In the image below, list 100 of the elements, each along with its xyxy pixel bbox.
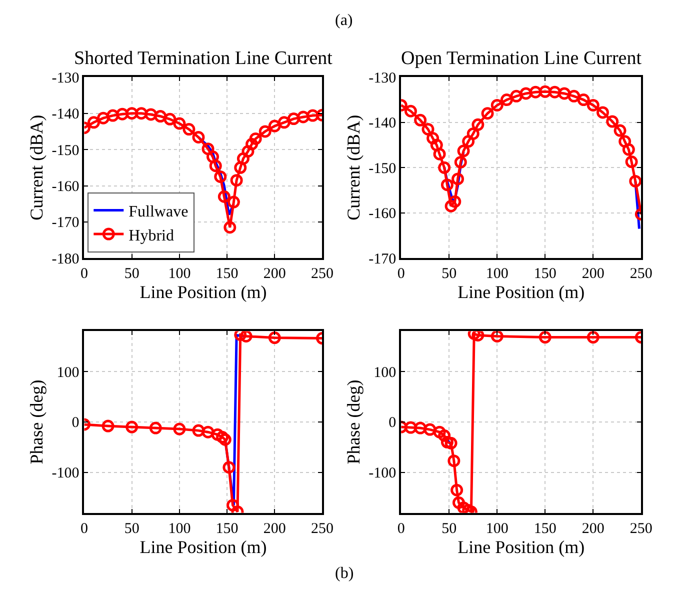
x-tick-label: 250: [310, 266, 334, 282]
point: [102, 420, 114, 432]
x-axis-title: Line Position (m): [140, 536, 267, 557]
x-tick-label: 50: [442, 520, 457, 537]
y-tick-label: -130: [52, 70, 80, 86]
point: [192, 424, 205, 437]
point: [568, 90, 580, 102]
point: [596, 106, 609, 119]
point: [444, 200, 458, 212]
y-axis-title: Phase (deg): [26, 380, 46, 464]
x-tick-label: 100: [486, 266, 508, 282]
point: [433, 426, 446, 438]
point: [236, 152, 250, 165]
x-tick-label: 100: [486, 520, 508, 537]
point: [426, 132, 440, 144]
point: [404, 104, 417, 118]
y-tick-label: -140: [52, 106, 80, 123]
point: [258, 125, 272, 138]
x-tick-label: 250: [630, 520, 652, 537]
point: [249, 132, 262, 145]
x-tick-label: 200: [263, 266, 286, 282]
x-tick-label: 150: [534, 520, 556, 537]
point: [414, 114, 427, 126]
x-tick-label: 100: [168, 266, 191, 282]
point: [296, 110, 310, 124]
point: [529, 86, 542, 98]
point: [222, 461, 236, 474]
y-tick-label: -100: [52, 466, 80, 482]
chart-title: Shorted Termination Line Current: [74, 48, 334, 69]
point: [164, 112, 176, 126]
x-axis-title: Line Position (m): [140, 282, 267, 302]
point: [457, 144, 470, 158]
chart-title: Open Termination Line Current: [401, 48, 642, 69]
x-tick-label: 200: [582, 266, 604, 282]
point: [548, 86, 561, 98]
y-axis-title: Current (dBA): [26, 114, 46, 220]
point: [586, 331, 600, 344]
x-tick-label: 150: [216, 266, 238, 282]
point: [629, 174, 642, 188]
line-series: [84, 331, 322, 513]
point: [452, 172, 464, 186]
point: [278, 116, 290, 129]
point: [173, 422, 186, 436]
point: [234, 331, 247, 341]
point: [454, 156, 467, 168]
y-tick-label: -180: [52, 251, 80, 268]
x-tick-label: 50: [442, 266, 457, 282]
point: [227, 196, 240, 208]
legend-label: Fullwave: [128, 203, 188, 220]
y-tick-label: -100: [368, 466, 396, 482]
point: [472, 331, 484, 342]
y-axis-title: Phase (deg): [343, 380, 364, 464]
point: [126, 107, 138, 120]
point: [462, 135, 475, 148]
point: [242, 145, 254, 158]
x-tick-label: 200: [263, 520, 286, 537]
point: [424, 423, 436, 436]
point: [206, 150, 220, 164]
point: [558, 87, 571, 100]
point: [106, 109, 120, 122]
point: [614, 124, 626, 137]
point: [538, 331, 552, 344]
point: [450, 484, 464, 496]
text: (a): [335, 12, 353, 29]
point: [306, 109, 319, 122]
y-tick-label: 0: [72, 415, 80, 432]
x-tick-label: 200: [582, 520, 604, 537]
point: [149, 422, 162, 434]
point: [618, 135, 632, 148]
x-tick-label: 50: [124, 520, 140, 537]
point: [268, 332, 281, 344]
point: [414, 422, 427, 434]
point: [500, 94, 513, 106]
line-series: [401, 331, 642, 513]
point: [154, 110, 167, 123]
point: [135, 107, 148, 120]
point: [438, 429, 451, 442]
x-tick-label: 100: [168, 520, 191, 537]
point: [144, 108, 158, 121]
x-tick-label: 150: [534, 266, 556, 282]
point: [226, 498, 239, 512]
point: [440, 436, 454, 448]
point: [438, 161, 451, 174]
point: [472, 118, 484, 131]
point: [481, 107, 494, 120]
x-tick-label: 250: [310, 520, 334, 537]
point: [230, 174, 243, 187]
point: [216, 430, 229, 444]
point: [214, 170, 227, 183]
point: [240, 331, 252, 343]
point: [606, 115, 619, 128]
point: [97, 112, 110, 124]
y-tick-label: -160: [368, 206, 396, 222]
point: [202, 426, 214, 438]
point: [490, 331, 504, 343]
point: [88, 116, 100, 129]
y-tick-label: -170: [368, 251, 396, 268]
point: [490, 98, 504, 112]
point: [510, 90, 523, 102]
x-axis-title: Line Position (m): [458, 536, 585, 557]
